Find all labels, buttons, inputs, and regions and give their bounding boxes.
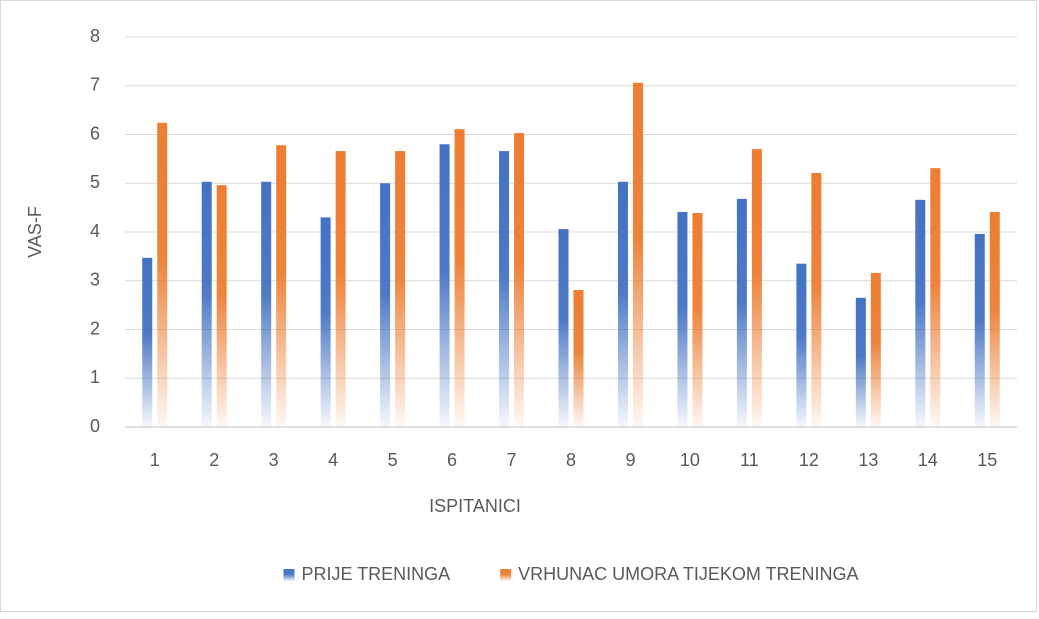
bar <box>514 133 525 427</box>
bar <box>870 272 881 427</box>
bar <box>216 185 227 427</box>
x-tick-label: 4 <box>328 450 338 470</box>
y-tick-label: 0 <box>90 416 100 436</box>
bar <box>320 217 331 427</box>
bar <box>201 181 212 427</box>
y-tick-label: 4 <box>90 221 100 241</box>
legend-label: PRIJE TRENINGA <box>301 564 450 584</box>
bar <box>142 257 153 427</box>
y-axis-label: VAS-F <box>25 206 45 258</box>
bar <box>930 168 941 427</box>
bar <box>617 181 628 427</box>
legend-swatch <box>283 569 295 581</box>
x-tick-label: 13 <box>858 450 878 470</box>
x-tick-label: 9 <box>625 450 635 470</box>
x-tick-label: 14 <box>918 450 938 470</box>
bar <box>736 198 747 427</box>
bar <box>811 173 822 427</box>
x-tick-label: 2 <box>209 450 219 470</box>
bar <box>573 290 584 427</box>
bar <box>499 151 510 427</box>
y-tick-label: 6 <box>90 123 100 143</box>
bar <box>632 82 643 427</box>
bar <box>261 181 272 427</box>
bar <box>276 145 287 427</box>
bar <box>439 144 450 427</box>
legend-label: VRHUNAC UMORA TIJEKOM TRENINGA <box>518 564 858 584</box>
bar <box>751 149 762 427</box>
legend-swatch <box>500 569 512 581</box>
bar <box>395 151 406 427</box>
bar <box>157 122 168 428</box>
x-tick-label: 8 <box>566 450 576 470</box>
x-axis-label: ISPITANICI <box>429 496 521 516</box>
bar <box>855 297 866 427</box>
y-tick-label: 5 <box>90 172 100 192</box>
x-tick-label: 12 <box>799 450 819 470</box>
bar <box>974 233 985 427</box>
bar <box>454 129 465 427</box>
y-tick-label: 2 <box>90 318 100 338</box>
x-tick-label: 3 <box>269 450 279 470</box>
x-tick-label: 15 <box>977 450 997 470</box>
x-tick-label: 1 <box>150 450 160 470</box>
bar <box>796 263 807 427</box>
bar <box>989 212 1000 427</box>
bar <box>692 212 703 427</box>
x-tick-label: 11 <box>740 450 759 470</box>
bar <box>335 151 346 427</box>
x-tick-label: 5 <box>388 450 398 470</box>
bar <box>380 183 391 427</box>
x-tick-label: 10 <box>680 450 700 470</box>
x-tick-label: 6 <box>447 450 457 470</box>
legend: PRIJE TRENINGA VRHUNAC UMORA TIJEKOM TREN… <box>283 564 859 584</box>
y-tick-label: 7 <box>90 75 100 95</box>
bar <box>915 199 926 427</box>
y-tick-label: 8 <box>90 26 100 46</box>
bar <box>677 212 688 427</box>
y-tick-label: 1 <box>90 367 100 387</box>
bar <box>558 229 569 427</box>
y-tick-label: 3 <box>90 270 100 290</box>
x-tick-label: 7 <box>507 450 517 470</box>
